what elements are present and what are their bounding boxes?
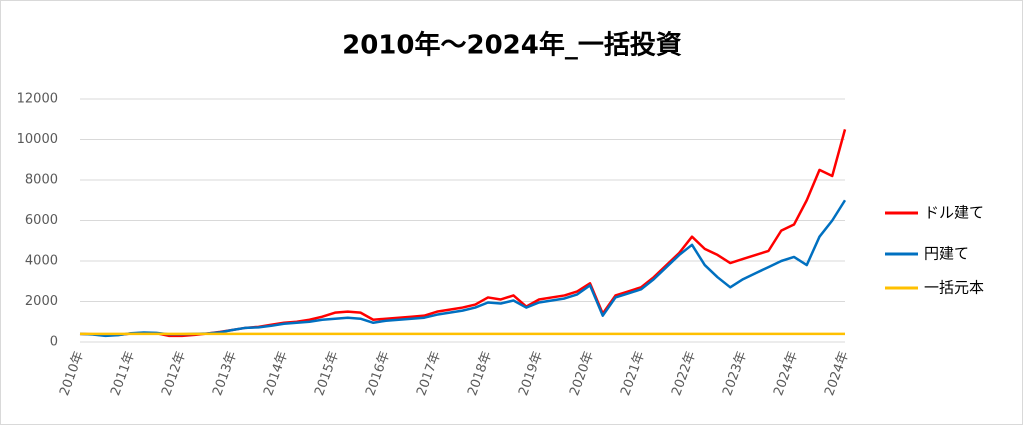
y-tick-label: 2000 [25, 294, 58, 309]
chart-title: 2010年～2024年_一括投資 [342, 30, 682, 61]
y-tick-label: 12000 [17, 92, 58, 107]
legend-label: 円建て [924, 245, 969, 263]
y-tick-label: 6000 [25, 213, 58, 228]
y-tick-label: 0 [50, 335, 58, 350]
legend-label: 一括元本 [924, 279, 984, 297]
y-tick-label: 4000 [25, 254, 58, 269]
y-tick-label: 10000 [17, 132, 58, 147]
y-tick-label: 8000 [25, 173, 58, 188]
legend-label: ドル建て [924, 204, 984, 222]
